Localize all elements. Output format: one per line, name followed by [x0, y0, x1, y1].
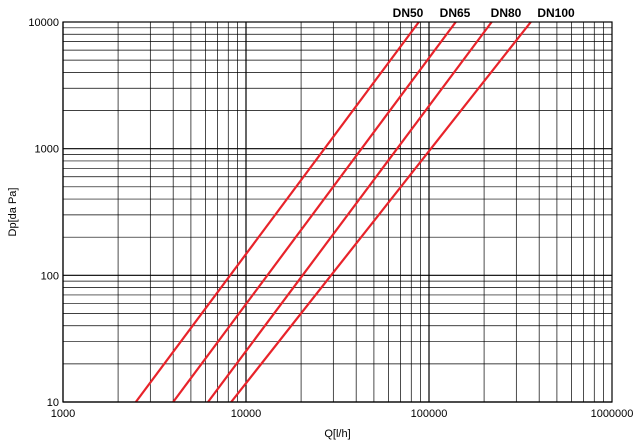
series-label-dn80: DN80: [491, 6, 522, 20]
series-label-dn50: DN50: [393, 6, 424, 20]
series-label-dn65: DN65: [440, 6, 471, 20]
series-line-dn80: [207, 21, 493, 403]
x-tick-labels: 1000 10000 100000 1000000: [51, 408, 634, 420]
series-line-dn50: [134, 21, 420, 403]
series-line-dn65: [172, 21, 457, 403]
series-label-dn100: DN100: [537, 6, 575, 20]
x-tick-label: 100000: [411, 408, 448, 420]
y-tick-label: 10000: [28, 17, 59, 29]
grid: [62, 22, 612, 403]
series-line-dn100: [230, 21, 532, 403]
series-labels: DN50 DN65 DN80 DN100: [393, 6, 575, 20]
series-lines: [134, 21, 532, 403]
y-tick-label: 10: [47, 397, 59, 409]
plot-frame: [62, 21, 613, 403]
y-axis-label: Dp[da Pa]: [7, 188, 19, 237]
y-tick-label: 1000: [35, 144, 59, 156]
x-axis-label: Q[l/h]: [324, 428, 350, 440]
y-tick-labels: 10 100 1000 10000: [28, 17, 59, 409]
x-tick-label: 1000: [51, 408, 75, 420]
y-tick-label: 100: [41, 270, 59, 282]
x-tick-label: 10000: [231, 408, 262, 420]
x-tick-label: 1000000: [591, 408, 634, 420]
